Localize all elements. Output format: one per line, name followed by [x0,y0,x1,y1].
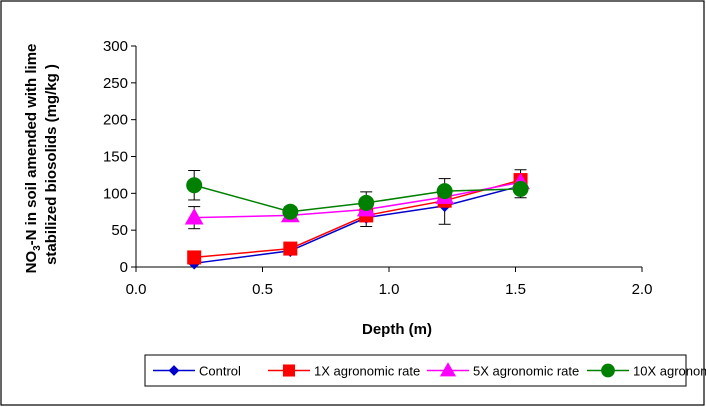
x-axis-label: Depth (m) [362,321,432,338]
y-tick-label: 200 [103,112,128,129]
legend-label-0: Control [199,364,241,379]
x-tick-label: 2.0 [632,281,653,298]
y-tick-label: 0 [120,259,128,276]
y-axis-label-line2: stabilized biosolids (mg/kg ) [43,64,60,265]
x-tick-label: 0.0 [126,281,147,298]
y-tick-label: 100 [103,185,128,202]
data-point-1 [187,250,202,265]
data-point-3 [282,203,299,220]
data-point-1 [283,241,298,256]
data-point-3 [512,180,529,197]
y-tick-label: 250 [103,75,128,92]
y-axis-label-line1: NO3-N in soil amended with lime [23,44,43,274]
legend-marker-3 [601,363,615,378]
y-tick-label: 150 [103,149,128,166]
legend-label-1: 1X agronomic rate [314,364,420,379]
data-point-3 [436,183,453,200]
data-point-3 [358,194,375,211]
y-tick-label: 300 [103,38,128,55]
legend-marker-0 [168,365,180,376]
data-point-2 [184,208,204,225]
y-tick-label: 50 [111,222,128,239]
legend-label-2: 5X agronomic rate [473,364,579,379]
legend-label-3: 10X agronomic rate [633,364,706,379]
data-point-3 [186,177,203,194]
legend-marker-2 [439,362,457,377]
legend-marker-1 [282,364,296,377]
x-tick-label: 1.5 [505,281,526,298]
x-tick-label: 0.5 [252,281,273,298]
x-tick-label: 1.0 [379,281,400,298]
